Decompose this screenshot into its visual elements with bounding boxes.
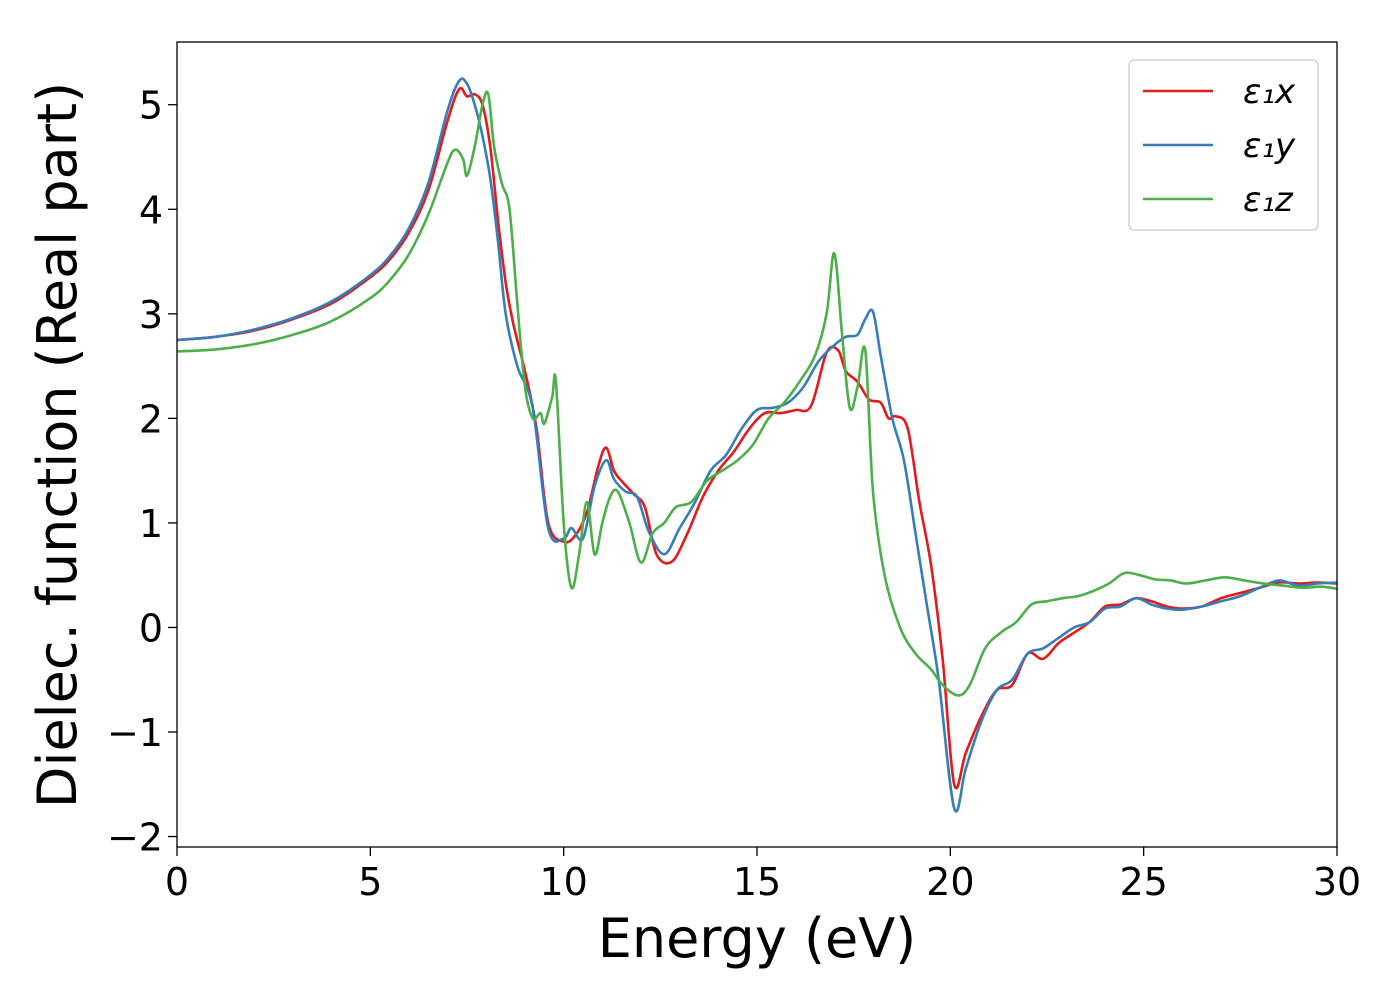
legend-entries: ε₁x ε₁y ε₁z xyxy=(1143,72,1296,220)
x-tick-label: 15 xyxy=(733,860,781,904)
x-axis-label: Energy (eV) xyxy=(598,907,917,970)
y-tick-label: 0 xyxy=(139,606,163,650)
y-tick-label: 5 xyxy=(139,84,163,128)
x-tick-label: 20 xyxy=(926,860,974,904)
y-tick-label: −2 xyxy=(107,816,163,860)
x-tick-label: 0 xyxy=(165,860,189,904)
x-tick-label: 25 xyxy=(1119,860,1167,904)
x-axis: 0 5 10 15 20 25 30 xyxy=(165,847,1361,904)
legend: ε₁x ε₁y ε₁z xyxy=(1128,59,1319,231)
y-axis-label: Dielec. function (Real part) xyxy=(26,82,89,808)
y-tick-label: 1 xyxy=(139,502,163,546)
legend-box xyxy=(1128,59,1319,231)
series-line-1 xyxy=(177,86,1337,790)
x-tick-label: 30 xyxy=(1313,860,1361,904)
series-line-2 xyxy=(177,77,1337,813)
series-line-3 xyxy=(177,90,1337,697)
legend-label-2: ε₁y xyxy=(1243,126,1296,166)
y-tick-label: 2 xyxy=(139,397,163,441)
x-tick-label: 10 xyxy=(539,860,587,904)
plot-area xyxy=(177,77,1337,813)
y-tick-label: −1 xyxy=(107,711,163,755)
y-axis: −2 −1 0 1 2 3 4 5 xyxy=(107,84,177,860)
legend-label-1: ε₁x xyxy=(1243,72,1296,112)
legend-label-3: ε₁z xyxy=(1243,180,1294,220)
x-tick-label: 5 xyxy=(358,860,382,904)
y-tick-label: 3 xyxy=(139,293,163,337)
y-tick-label: 4 xyxy=(139,188,163,232)
